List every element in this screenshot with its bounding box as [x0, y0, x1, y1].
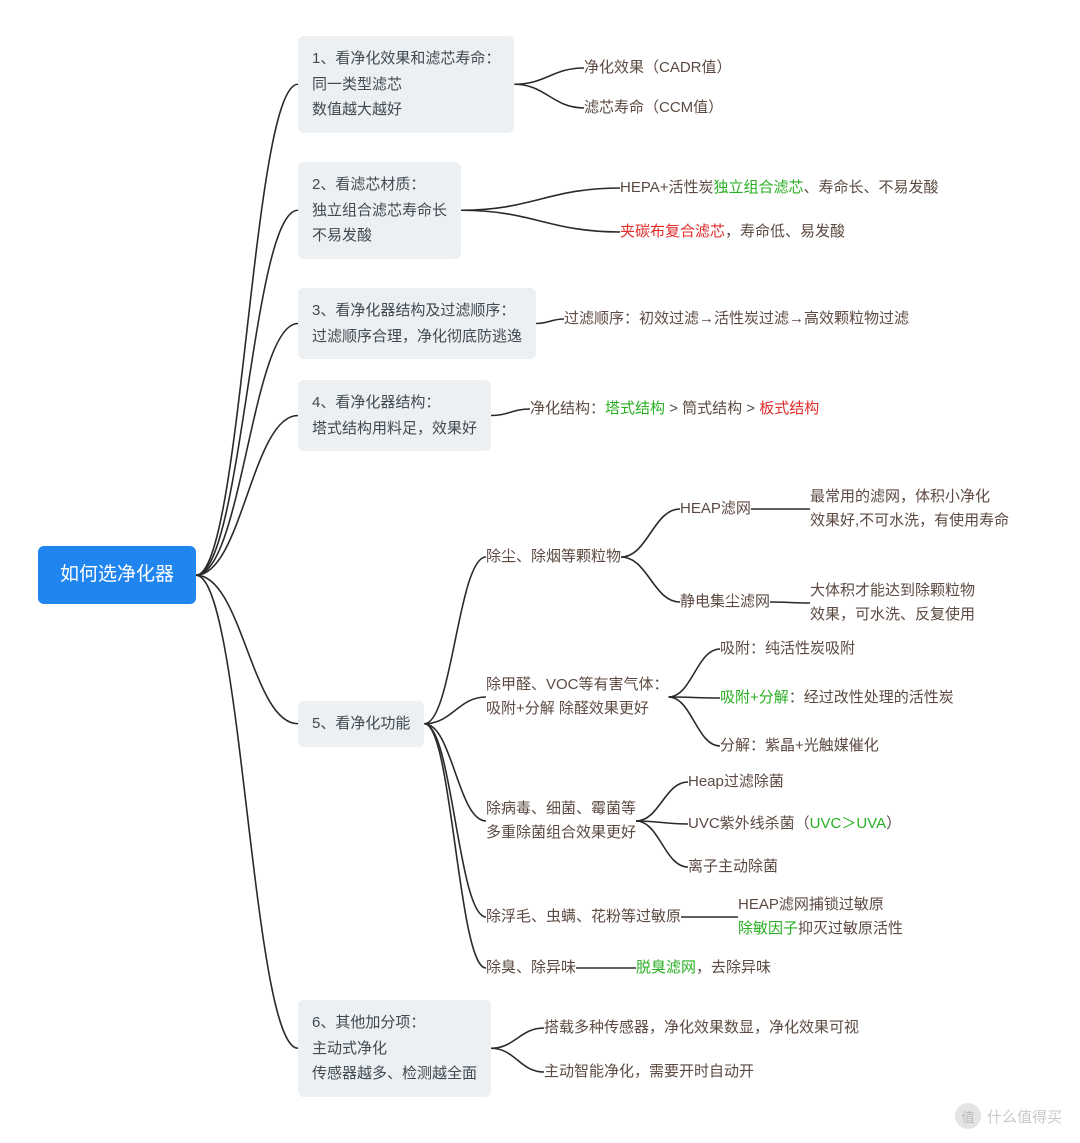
edge	[491, 1028, 544, 1048]
edge	[491, 409, 530, 416]
edge	[669, 697, 720, 698]
edge	[621, 557, 680, 602]
branch-box: 5、看净化功能	[298, 701, 424, 747]
edge	[196, 575, 298, 1048]
edge	[621, 509, 680, 557]
leaf-node: HEPA+活性炭独立组合滤芯、寿命长、不易发酸	[620, 176, 939, 200]
leaf-node: 过滤顺序：初效过滤→活性炭过滤→高效颗粒物过滤	[564, 307, 909, 331]
edge	[196, 416, 298, 576]
leaf-node: Heap过滤除菌	[688, 770, 784, 794]
edge	[491, 1048, 544, 1072]
edge	[514, 68, 584, 84]
edge	[196, 84, 298, 575]
leaf-node: HEAP滤网	[680, 497, 751, 521]
leaf-node: HEAP滤网捕锁过敏原除敏因子抑灭过敏原活性	[738, 893, 903, 941]
leaf-node: 滤芯寿命（CCM值）	[584, 96, 723, 120]
edge	[196, 575, 298, 724]
branch-box: 3、看净化器结构及过滤顺序：过滤顺序合理，净化彻底防逃逸	[298, 288, 536, 359]
leaf-node: 吸附：纯活性炭吸附	[720, 637, 855, 661]
leaf-node: 主动智能净化，需要开时自动开	[544, 1060, 754, 1084]
watermark-text: 什么值得买	[987, 1106, 1062, 1127]
root-node: 如何选净化器	[38, 546, 196, 604]
edge	[424, 724, 486, 968]
leaf-node: UVC紫外线杀菌（UVC＞UVA）	[688, 812, 901, 836]
edge	[770, 602, 810, 603]
edge	[636, 821, 688, 867]
leaf-node: 除甲醛、VOC等有害气体：吸附+分解 除醛效果更好	[486, 673, 669, 721]
edge	[424, 724, 486, 821]
edge	[196, 210, 298, 575]
edge	[424, 724, 486, 917]
leaf-node: 除臭、除异味	[486, 956, 576, 980]
edge	[196, 324, 298, 576]
leaf-node: 最常用的滤网，体积小净化效果好,不可水洗，有使用寿命	[810, 485, 1009, 533]
leaf-node: 大体积才能达到除颗粒物效果，可水洗、反复使用	[810, 579, 975, 627]
branch-box: 2、看滤芯材质：独立组合滤芯寿命长不易发酸	[298, 162, 461, 259]
leaf-node: 除尘、除烟等颗粒物	[486, 545, 621, 569]
branch-box: 4、看净化器结构：塔式结构用料足，效果好	[298, 380, 491, 451]
edge	[536, 319, 564, 324]
leaf-node: 除病毒、细菌、霉菌等多重除菌组合效果更好	[486, 797, 636, 845]
leaf-node: 分解：紫晶+光触媒催化	[720, 734, 879, 758]
leaf-node: 脱臭滤网，去除异味	[636, 956, 771, 980]
leaf-node: 夹碳布复合滤芯，寿命低、易发酸	[620, 220, 845, 244]
leaf-node: 静电集尘滤网	[680, 590, 770, 614]
watermark-badge: 值	[955, 1103, 981, 1129]
edge	[424, 697, 486, 724]
edge	[669, 649, 720, 697]
edge	[636, 782, 688, 821]
leaf-node: 净化效果（CADR值）	[584, 56, 732, 80]
leaf-node: 净化结构：塔式结构 > 筒式结构 > 板式结构	[530, 397, 819, 421]
edge	[669, 697, 720, 746]
leaf-node: 搭载多种传感器，净化效果数显，净化效果可视	[544, 1016, 859, 1040]
branch-box: 6、其他加分项：主动式净化传感器越多、检测越全面	[298, 1000, 491, 1097]
leaf-node: 除浮毛、虫螨、花粉等过敏原	[486, 905, 681, 929]
edge	[461, 210, 620, 232]
edge	[461, 188, 620, 210]
branch-box: 1、看净化效果和滤芯寿命：同一类型滤芯数值越大越好	[298, 36, 514, 133]
leaf-node: 吸附+分解：经过改性处理的活性炭	[720, 686, 954, 710]
leaf-node: 离子主动除菌	[688, 855, 778, 879]
watermark: 值 什么值得买	[955, 1103, 1062, 1129]
edge	[514, 84, 584, 108]
